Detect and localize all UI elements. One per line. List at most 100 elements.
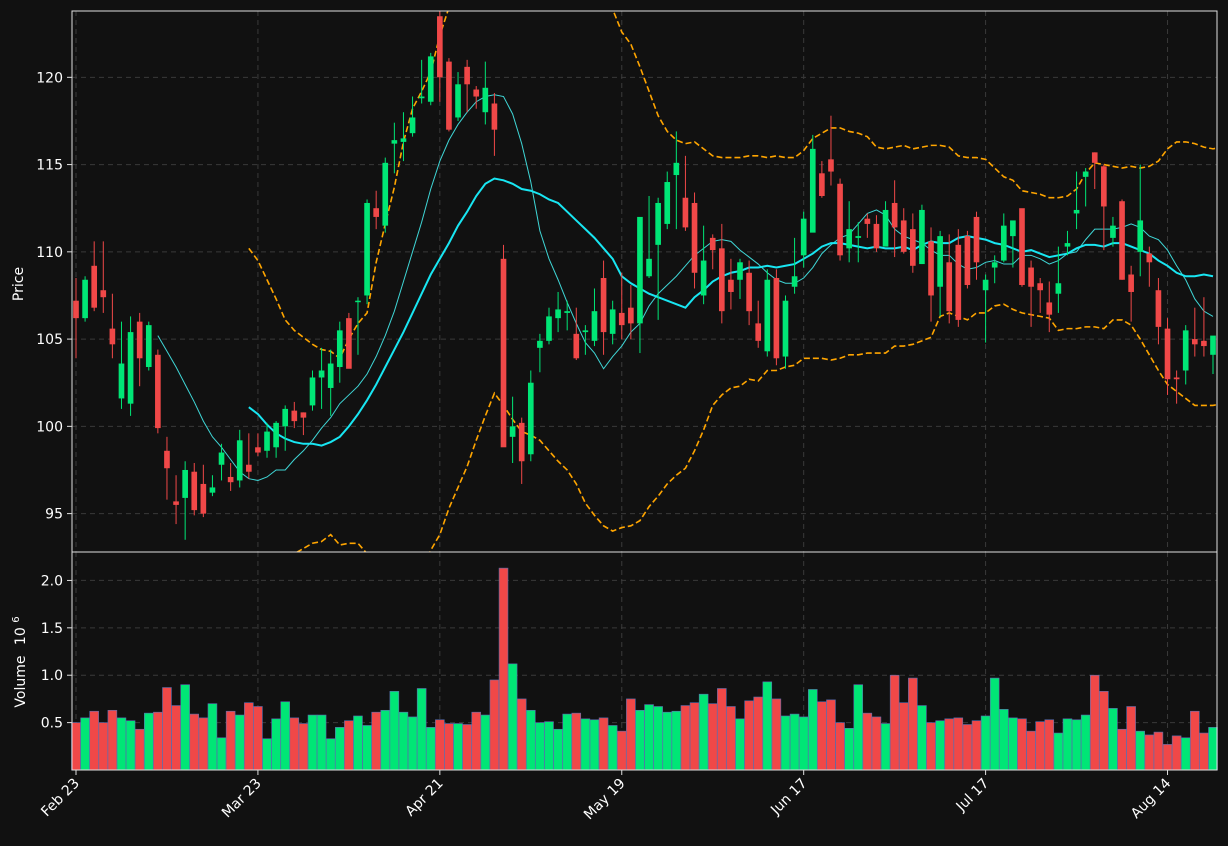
candle bbox=[582, 325, 589, 355]
volume-bar bbox=[808, 689, 818, 771]
candle-body bbox=[236, 440, 243, 481]
candle bbox=[209, 475, 216, 497]
candle bbox=[473, 86, 480, 109]
candle bbox=[336, 321, 343, 383]
candle-body bbox=[1110, 225, 1116, 238]
candle bbox=[864, 213, 871, 238]
candle-body bbox=[191, 471, 198, 511]
candle-body bbox=[618, 312, 625, 326]
volume-bar bbox=[571, 712, 582, 771]
volume-bar bbox=[1162, 744, 1173, 771]
candle bbox=[346, 312, 352, 369]
price-y-tick-label: 115 bbox=[36, 158, 63, 174]
volume-bar bbox=[1071, 719, 1082, 771]
candle-body bbox=[291, 410, 298, 422]
price-y-tick-label: 110 bbox=[36, 245, 63, 261]
candle-body bbox=[82, 279, 88, 319]
candle bbox=[218, 443, 225, 481]
volume-bar bbox=[1099, 691, 1109, 771]
candle bbox=[482, 61, 489, 125]
candle bbox=[1119, 199, 1125, 280]
volume-bar bbox=[134, 728, 145, 771]
candle bbox=[618, 272, 625, 340]
candle-body bbox=[991, 262, 998, 268]
volume-bar bbox=[353, 715, 363, 771]
candle bbox=[518, 417, 525, 484]
candle bbox=[136, 312, 143, 387]
volume-bar bbox=[471, 711, 481, 771]
candle-body bbox=[455, 84, 461, 118]
candle-body bbox=[409, 117, 416, 134]
candle-body bbox=[1019, 208, 1025, 285]
volume-bar bbox=[1208, 727, 1218, 771]
volume-bar bbox=[762, 681, 773, 771]
candle bbox=[309, 370, 316, 411]
candle bbox=[1137, 164, 1144, 277]
volume-bar bbox=[198, 717, 209, 771]
volume-bar bbox=[644, 704, 654, 771]
volume-bar bbox=[253, 706, 263, 771]
candle-body bbox=[964, 236, 971, 285]
volume-bar bbox=[1144, 734, 1155, 771]
volume-bar bbox=[771, 698, 782, 771]
volume-bar bbox=[1062, 718, 1073, 771]
volume-bar bbox=[344, 720, 354, 771]
candle bbox=[573, 307, 580, 361]
candle-body bbox=[609, 309, 616, 334]
candle-body bbox=[1064, 243, 1071, 247]
candle-body bbox=[355, 300, 361, 303]
candle bbox=[764, 269, 771, 357]
volume-exponent-base: 10 bbox=[13, 627, 29, 645]
candle bbox=[791, 237, 798, 294]
volume-bar bbox=[944, 718, 954, 771]
candle-body bbox=[264, 431, 270, 451]
volume-bar bbox=[516, 698, 527, 771]
volume-bar bbox=[271, 718, 281, 771]
volume-bar bbox=[607, 725, 618, 771]
volume-bar bbox=[107, 709, 118, 771]
volume-bar bbox=[826, 699, 836, 771]
volume-bar bbox=[1199, 732, 1209, 771]
volume-bar bbox=[989, 677, 1000, 771]
candle-body bbox=[518, 422, 525, 462]
candle bbox=[1201, 297, 1207, 357]
candle bbox=[464, 59, 470, 113]
volume-bar bbox=[380, 709, 391, 771]
candle bbox=[1155, 278, 1162, 345]
candle-body bbox=[109, 328, 116, 345]
candle bbox=[491, 93, 498, 156]
candle-body bbox=[737, 262, 743, 280]
candle bbox=[155, 349, 161, 434]
candle-body bbox=[819, 173, 825, 196]
candle-body bbox=[200, 483, 207, 514]
candle-body bbox=[136, 321, 143, 359]
volume-bar bbox=[371, 711, 381, 771]
candle bbox=[891, 180, 898, 258]
volume-bar bbox=[544, 721, 554, 771]
volume-bar bbox=[671, 710, 682, 771]
candle-body bbox=[427, 56, 434, 102]
candle bbox=[1082, 168, 1089, 207]
candle-body bbox=[982, 279, 989, 291]
candle bbox=[946, 234, 953, 324]
candle-body bbox=[118, 363, 125, 399]
candle bbox=[537, 333, 543, 373]
candle-body bbox=[1173, 377, 1180, 380]
candle bbox=[1173, 370, 1180, 404]
candle-body bbox=[837, 183, 843, 256]
candle-body bbox=[900, 220, 907, 252]
candle-body bbox=[746, 272, 752, 312]
candle-body bbox=[846, 229, 852, 249]
candle bbox=[591, 288, 598, 347]
candle-body bbox=[218, 452, 225, 465]
candle bbox=[955, 229, 962, 327]
candle-body bbox=[1128, 274, 1134, 292]
volume-bar bbox=[880, 723, 891, 771]
volume-bar bbox=[125, 720, 136, 771]
volume-bar bbox=[980, 715, 991, 771]
candle bbox=[236, 429, 243, 488]
candle-body bbox=[418, 96, 425, 99]
volume-y-axis-label: Volume bbox=[13, 656, 29, 708]
fast-moving-average-line bbox=[157, 94, 1214, 481]
